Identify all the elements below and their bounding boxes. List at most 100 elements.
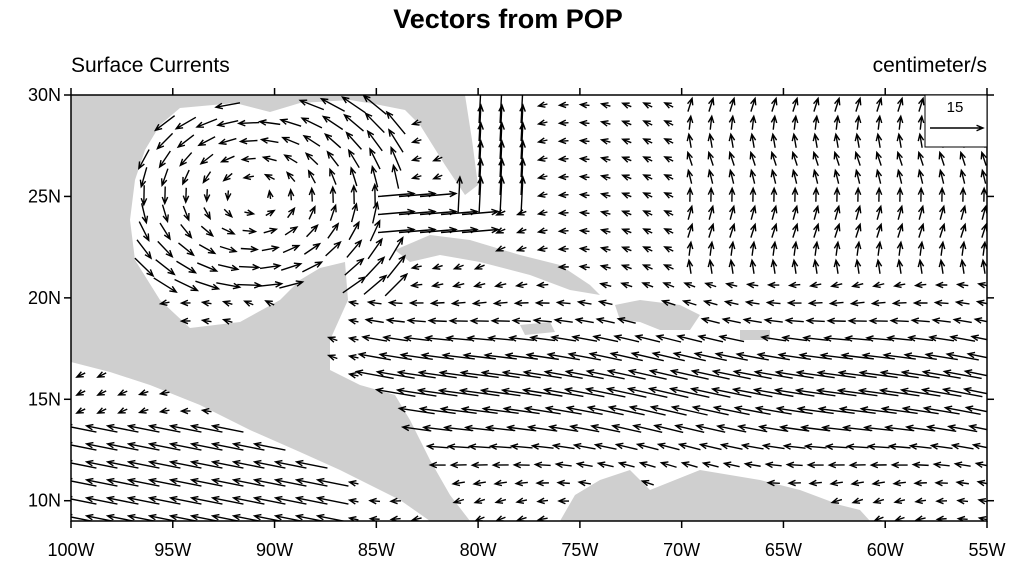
current-vector [522, 369, 562, 379]
current-vector [513, 299, 529, 307]
current-vector [134, 257, 155, 278]
current-vector [498, 121, 505, 160]
current-vector [959, 204, 967, 220]
current-vector [838, 406, 876, 414]
current-vector [84, 477, 118, 487]
current-vector [400, 424, 432, 432]
current-vector [84, 441, 118, 451]
current-vector [942, 369, 982, 380]
x-tick-label: 60W [867, 540, 904, 560]
current-vector [530, 443, 554, 450]
current-vector [384, 272, 409, 297]
current-vector [179, 407, 191, 415]
current-vector [732, 369, 772, 380]
current-vector [529, 334, 556, 342]
current-vector [599, 246, 611, 253]
current-vector [606, 368, 646, 380]
current-vector [155, 259, 176, 276]
current-vector [467, 443, 491, 451]
current-vector [492, 299, 508, 307]
current-vector [410, 155, 422, 162]
current-vector [787, 281, 801, 289]
current-vector [749, 168, 757, 184]
current-vector [711, 369, 751, 380]
current-vector [84, 459, 118, 469]
current-vector [660, 299, 676, 307]
current-vector [592, 334, 619, 343]
current-vector [823, 335, 850, 342]
current-vector [210, 495, 244, 505]
current-vector [345, 131, 362, 150]
current-vector [446, 443, 470, 451]
current-vector [273, 477, 307, 487]
current-vector [870, 299, 886, 307]
current-vector [792, 222, 799, 238]
current-vector [932, 461, 950, 469]
current-vector [941, 387, 983, 398]
current-vector [796, 406, 834, 415]
current-vector [578, 173, 590, 181]
current-vector [221, 227, 236, 235]
current-vector [812, 150, 819, 166]
current-vector [556, 479, 570, 487]
current-vector [642, 228, 653, 235]
current-vector [75, 371, 86, 378]
current-vector [325, 240, 342, 257]
current-vector [728, 132, 736, 148]
current-vector [908, 443, 932, 450]
current-vector [534, 299, 550, 307]
current-vector [557, 173, 569, 181]
current-vector [833, 132, 841, 148]
current-vector [753, 369, 793, 379]
current-vector [617, 461, 635, 468]
current-vector [189, 441, 223, 451]
current-vector [343, 113, 364, 132]
current-vector [499, 95, 503, 124]
current-vector [498, 157, 505, 196]
current-vector [950, 442, 974, 450]
current-vector [574, 317, 594, 324]
current-vector [663, 156, 674, 163]
current-vector [469, 317, 489, 325]
current-vector [139, 167, 148, 189]
current-vector [557, 209, 569, 217]
current-vector [501, 369, 541, 379]
current-vector [773, 387, 815, 397]
current-vector [294, 477, 328, 487]
current-vector [938, 258, 946, 274]
current-vector [385, 317, 405, 325]
current-vector [833, 240, 841, 256]
current-vector [282, 244, 301, 254]
current-vector [294, 459, 328, 469]
current-vector [749, 186, 757, 202]
current-vector [827, 461, 845, 469]
current-vector [813, 222, 820, 238]
current-vector [875, 168, 883, 184]
current-vector [733, 405, 771, 416]
current-vector [866, 443, 890, 451]
current-vector [214, 102, 241, 110]
current-vector [174, 278, 200, 292]
current-vector [427, 317, 447, 325]
current-vector [812, 186, 820, 202]
current-vector [980, 168, 987, 184]
current-vector [382, 334, 409, 342]
current-vector [495, 227, 506, 234]
current-vector [160, 168, 169, 188]
current-vector [179, 299, 191, 307]
current-vector [96, 407, 107, 414]
current-vector [361, 334, 388, 342]
current-vector [642, 174, 653, 181]
current-vector [913, 479, 927, 487]
current-vector [847, 317, 867, 325]
current-vector [897, 96, 904, 112]
current-vector [620, 246, 632, 253]
current-vector [487, 335, 514, 342]
current-vector [219, 245, 238, 253]
current-vector [578, 245, 590, 253]
current-vector [371, 182, 379, 206]
current-vector [200, 407, 212, 415]
current-vector [369, 219, 381, 242]
current-vector [179, 152, 193, 167]
current-vector [855, 96, 862, 112]
